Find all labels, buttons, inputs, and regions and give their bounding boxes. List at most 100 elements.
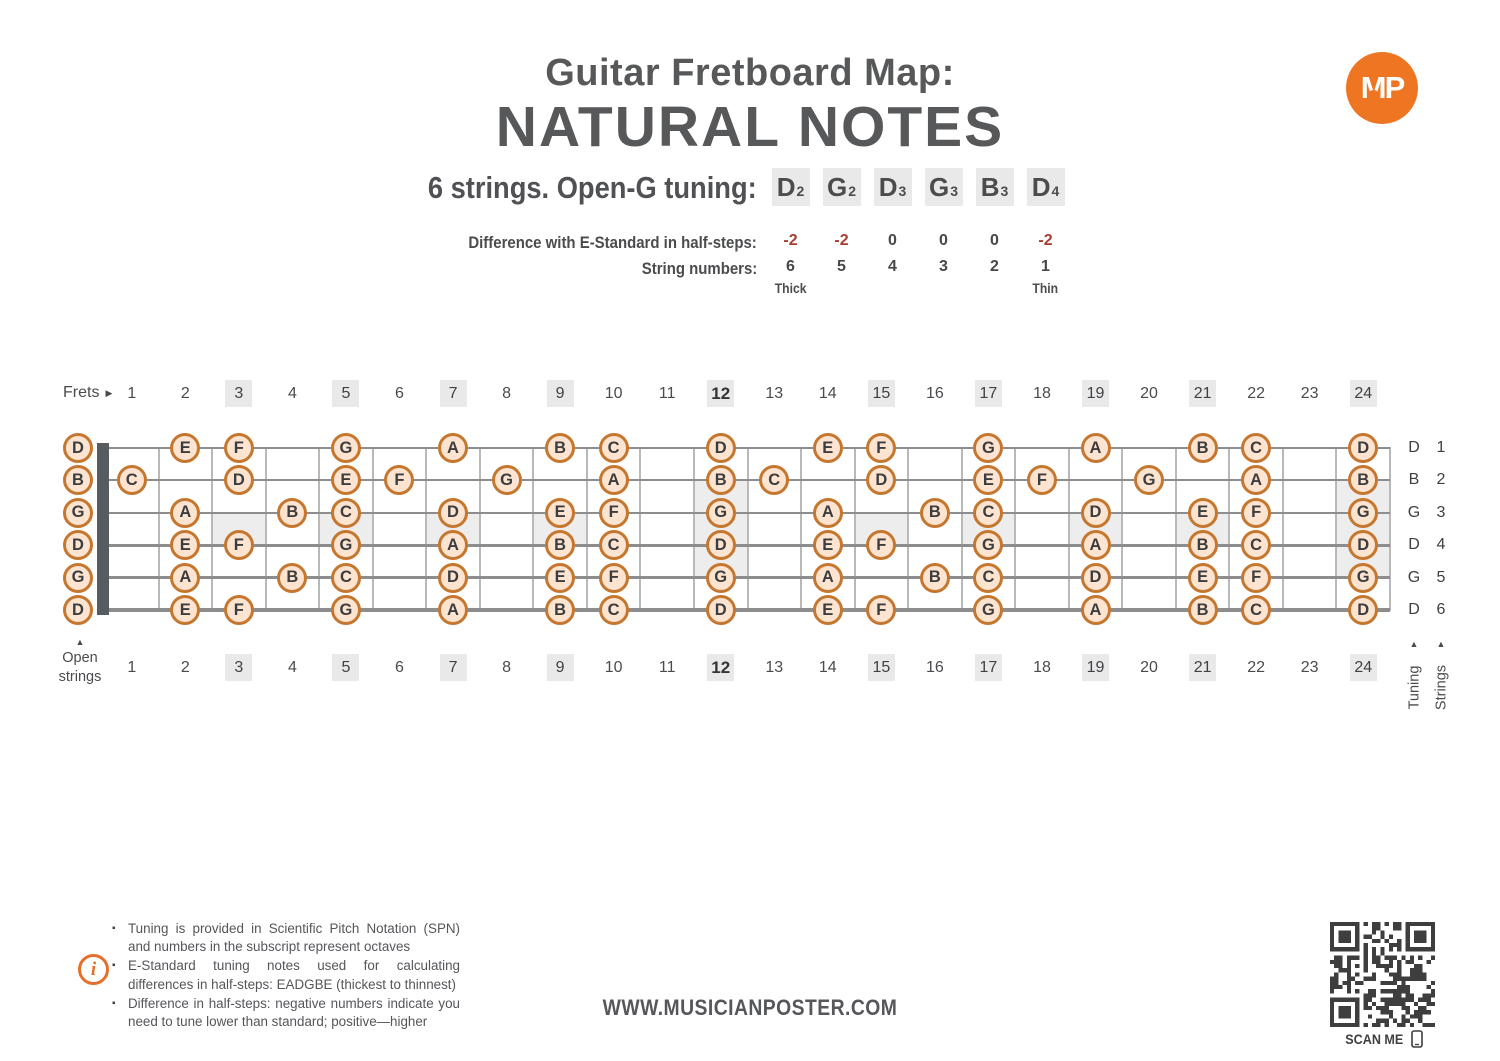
fret-line: [746, 447, 749, 611]
string-line: [105, 608, 1390, 612]
fret-line: [157, 447, 160, 611]
note-circle: D: [1080, 497, 1111, 528]
fret-number-bottom: 11: [658, 659, 676, 676]
difference-value: -2: [1038, 232, 1053, 249]
note-circle: F: [598, 562, 629, 593]
string-tuning-label: D: [1408, 439, 1420, 456]
string-number: 4: [888, 258, 897, 275]
note-circle: E: [545, 562, 576, 593]
note-circle: E: [973, 465, 1004, 496]
note-circle: F: [223, 433, 254, 463]
note-circle: G: [1134, 465, 1165, 496]
note-circle: G: [1348, 562, 1379, 593]
footnote-text: Difference in half-steps: negative numbe…: [128, 995, 460, 1030]
fret-line: [692, 447, 695, 611]
fret-line: [907, 447, 910, 611]
open-strings-label-1: Open: [62, 650, 98, 666]
string-number-label: 3: [1436, 503, 1446, 521]
note-circle: F: [1026, 465, 1057, 496]
thick-label: Thick: [774, 280, 807, 296]
note-circle: E: [170, 433, 201, 463]
note-circle: D: [438, 562, 469, 593]
open-strings-label-2: strings: [58, 669, 102, 685]
fret-line: [532, 447, 535, 611]
note-circle: C: [1241, 433, 1272, 463]
note-circle: D: [223, 465, 254, 496]
note-circle: D: [866, 465, 897, 496]
note-circle: B: [545, 595, 576, 625]
footnote-item: ▪ Difference in half-steps: negative num…: [112, 995, 460, 1031]
fret-number-top: 13: [765, 385, 784, 402]
difference-values: -2 -2 0 0 0 -2: [765, 231, 1071, 251]
note-circle: B: [277, 497, 308, 528]
string-number: 3: [939, 258, 948, 275]
note-circle: D: [1348, 433, 1379, 463]
fret-number-bottom: 13: [765, 659, 784, 676]
fret-number-top: 12: [707, 380, 735, 407]
inlay-marker-wide: [1336, 480, 1390, 578]
open-string-note: D: [63, 530, 93, 561]
fret-line: [478, 447, 481, 611]
fret-number-top: 21: [1189, 380, 1217, 407]
note-circle: D: [1080, 562, 1111, 593]
note-circle: A: [438, 530, 469, 561]
note-circle: F: [1241, 562, 1272, 593]
string-tuning-label: D: [1408, 601, 1420, 618]
string-tuning-label: D: [1408, 536, 1420, 554]
fret-number-top: 8: [502, 385, 512, 402]
note-circle: G: [491, 465, 522, 496]
string-number: 2: [990, 258, 999, 275]
fret-line: [1335, 447, 1338, 611]
fret-line: [1228, 447, 1231, 611]
thin-label: Thin: [1032, 280, 1059, 296]
note-circle: B: [1187, 595, 1218, 625]
fret-number-bottom: 17: [974, 654, 1002, 681]
string-number-label: 2: [1436, 471, 1446, 489]
phone-icon: [1411, 1030, 1424, 1048]
bullet-icon: ▪: [112, 923, 116, 934]
note-circle: F: [866, 595, 897, 625]
note-circle: B: [1187, 530, 1218, 561]
fret-line: [1389, 447, 1391, 611]
note-circle: B: [1187, 433, 1218, 463]
fret-line: [853, 447, 856, 611]
note-circle: G: [1348, 497, 1379, 528]
fret-number-top: 2: [180, 385, 190, 402]
note-circle: A: [1080, 433, 1111, 463]
string-number-label: 5: [1436, 568, 1446, 586]
qr-code[interactable]: [1330, 922, 1435, 1027]
note-circle: C: [598, 433, 629, 463]
difference-value: -2: [834, 232, 849, 249]
string-number-label: 4: [1436, 536, 1446, 554]
string-tuning-label: G: [1407, 503, 1421, 521]
note-circle: E: [545, 497, 576, 528]
note-circle: G: [330, 595, 361, 625]
note-circle: B: [545, 433, 576, 463]
fret-line: [1174, 447, 1177, 611]
fret-number-bottom: 9: [546, 654, 574, 681]
fret-number-bottom: 6: [395, 659, 404, 676]
scan-me-label: SCAN ME: [1344, 1031, 1404, 1047]
fret-number-top: 10: [604, 385, 623, 402]
fret-number-top: 6: [395, 385, 404, 402]
open-string-note: G: [63, 497, 93, 528]
fret-number-bottom: 2: [180, 659, 190, 676]
note-circle: F: [223, 595, 254, 625]
string-line: [105, 447, 1390, 449]
nut: [97, 443, 109, 615]
string-numbers: 6 5 4 3 2 1: [765, 257, 1071, 277]
strings-axis-label: Strings: [1433, 664, 1450, 711]
note-circle: B: [705, 465, 736, 496]
fret-number-top: 11: [658, 385, 676, 402]
fret-line: [1014, 447, 1017, 611]
note-circle: C: [116, 465, 147, 496]
note-circle: E: [330, 465, 361, 496]
fret-number-top: 19: [1082, 380, 1110, 407]
